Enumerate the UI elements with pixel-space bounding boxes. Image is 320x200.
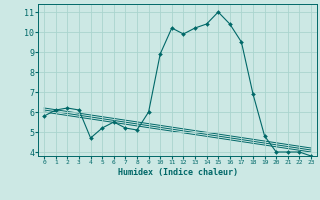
X-axis label: Humidex (Indice chaleur): Humidex (Indice chaleur) bbox=[118, 168, 238, 177]
